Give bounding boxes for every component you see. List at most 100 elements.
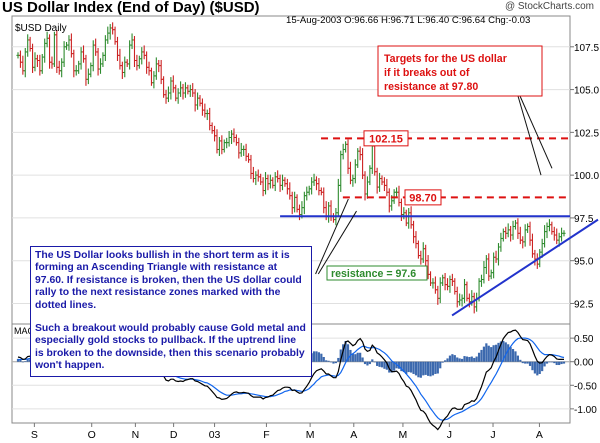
price-tick-label: 100.0: [574, 171, 599, 182]
macd-histogram-bar: [458, 358, 461, 362]
macd-histogram-bar: [509, 347, 512, 362]
macd-histogram-bar: [528, 361, 532, 366]
macd-histogram-bar: [553, 361, 556, 364]
macd-histogram-bar: [16, 358, 20, 362]
macd-histogram-bar: [524, 361, 527, 364]
macd-histogram-bar: [558, 361, 561, 366]
uptrend-line: [451, 218, 599, 317]
macd-histogram-bar: [385, 361, 388, 370]
analysis-paragraph-1: The US Dollar looks bullish in the short…: [35, 250, 302, 311]
price-tick-label: 105.0: [574, 86, 599, 97]
macd-histogram-bar: [451, 354, 454, 362]
macd-histogram-bar: [373, 361, 376, 363]
x-tick-label: D: [170, 429, 178, 441]
macd-histogram-bar: [514, 351, 517, 362]
macd-histogram-bar: [315, 351, 318, 362]
x-tick-label: A: [536, 429, 543, 441]
macd-histogram-bar: [383, 361, 386, 369]
x-tick-label: F: [263, 429, 269, 441]
macd-histogram-bar: [541, 361, 544, 372]
macd-histogram-bar: [388, 361, 391, 373]
copyright-label: @ StockCharts.com: [504, 1, 594, 12]
macd-histogram-bar: [400, 361, 403, 372]
macd-histogram-bar: [410, 361, 413, 373]
macd-histogram-bar: [390, 361, 393, 373]
price-tick-label: 97.5: [574, 214, 594, 225]
x-tick-label: S: [31, 429, 38, 441]
macd-histogram-bar: [412, 361, 415, 374]
macd-histogram-bar: [555, 361, 558, 366]
macd-histogram-bar: [417, 361, 420, 378]
macd-histogram-bar: [441, 361, 444, 363]
macd-histogram-bar: [337, 357, 340, 362]
macd-histogram-bar: [361, 357, 364, 362]
macd-histogram-bar: [477, 352, 481, 362]
macd-histogram-bar: [475, 356, 478, 362]
macd-histogram-bar: [424, 361, 427, 375]
macd-histogram-bar: [448, 355, 452, 362]
x-tick-label: M: [399, 429, 408, 441]
target-1-label: 102.15: [363, 130, 409, 147]
macd-histogram-bar: [511, 348, 515, 362]
macd-histogram-bar: [351, 353, 354, 362]
macd-histogram-bar: [332, 361, 335, 364]
macd-histogram-bar: [322, 357, 325, 362]
macd-histogram-bar: [397, 361, 401, 369]
macd-histogram-bar: [456, 357, 459, 362]
macd-histogram-bar: [545, 361, 549, 364]
x-tick-label: M: [306, 429, 315, 441]
macd-histogram-bar: [429, 361, 432, 377]
targets-pointer: [517, 95, 542, 176]
macd-histogram-bar: [543, 361, 546, 367]
target-2-label-text: 98.70: [409, 192, 437, 204]
macd-histogram-bar: [366, 361, 369, 366]
macd-histogram-bar: [465, 356, 469, 362]
macd-histogram-bar: [19, 359, 22, 362]
macd-histogram-bar: [359, 352, 362, 362]
targets-callout-box: [377, 45, 543, 97]
price-tick-label: 95.0: [574, 257, 594, 268]
macd-histogram-bar: [371, 359, 374, 362]
macd-histogram-bar: [470, 356, 473, 362]
resistance-pointer: [315, 198, 349, 275]
price-tick-label: 92.5: [574, 299, 594, 310]
macd-histogram-bar: [494, 344, 498, 362]
macd-histogram-bar: [339, 349, 342, 362]
macd-histogram-bar: [502, 340, 505, 362]
macd-histogram-bar: [533, 361, 536, 374]
macd-histogram-bar: [354, 354, 357, 362]
macd-histogram-bar: [393, 361, 396, 371]
macd-histogram-bar: [550, 361, 553, 363]
macd-histogram-bar: [473, 357, 476, 362]
x-tick-label: 03: [209, 429, 221, 441]
macd-histogram-bar: [482, 346, 486, 362]
target-2-label: 98.70: [404, 189, 442, 206]
targets-callout-line: resistance at 97.80: [384, 81, 478, 93]
macd-histogram-bar: [363, 361, 367, 365]
chart-title: US Dollar Index (End of Day) ($USD): [2, 0, 260, 16]
macd-histogram-bar: [344, 340, 347, 362]
macd-histogram-bar: [468, 357, 471, 362]
price-tick-label: 102.5: [574, 128, 599, 139]
macd-histogram-bar: [439, 361, 442, 369]
macd-histogram-bar: [312, 351, 316, 362]
macd-histogram-bar: [368, 361, 371, 365]
targets-callout-line: if it breaks out of: [384, 67, 470, 79]
macd-histogram-bar: [463, 356, 466, 362]
macd-histogram-bar: [327, 360, 330, 362]
x-tick-label: J: [447, 429, 452, 441]
macd-histogram-bar: [320, 353, 323, 362]
macd-tick-label: 0.00: [574, 358, 594, 369]
macd-histogram-bar: [531, 361, 534, 371]
resistance-label: resistance = 97.6: [326, 265, 428, 281]
macd-histogram-bar: [407, 361, 410, 373]
macd-histogram-bar: [497, 342, 500, 362]
macd-histogram-bar: [560, 361, 563, 365]
macd-histogram-bar: [492, 345, 495, 362]
target-1-label-box: [363, 130, 409, 147]
macd-histogram-bar: [490, 347, 493, 362]
macd-histogram-bar: [521, 361, 524, 364]
macd-histogram-bar: [317, 352, 321, 362]
macd-histogram-bar: [334, 361, 337, 364]
macd-histogram-bar: [453, 355, 456, 362]
